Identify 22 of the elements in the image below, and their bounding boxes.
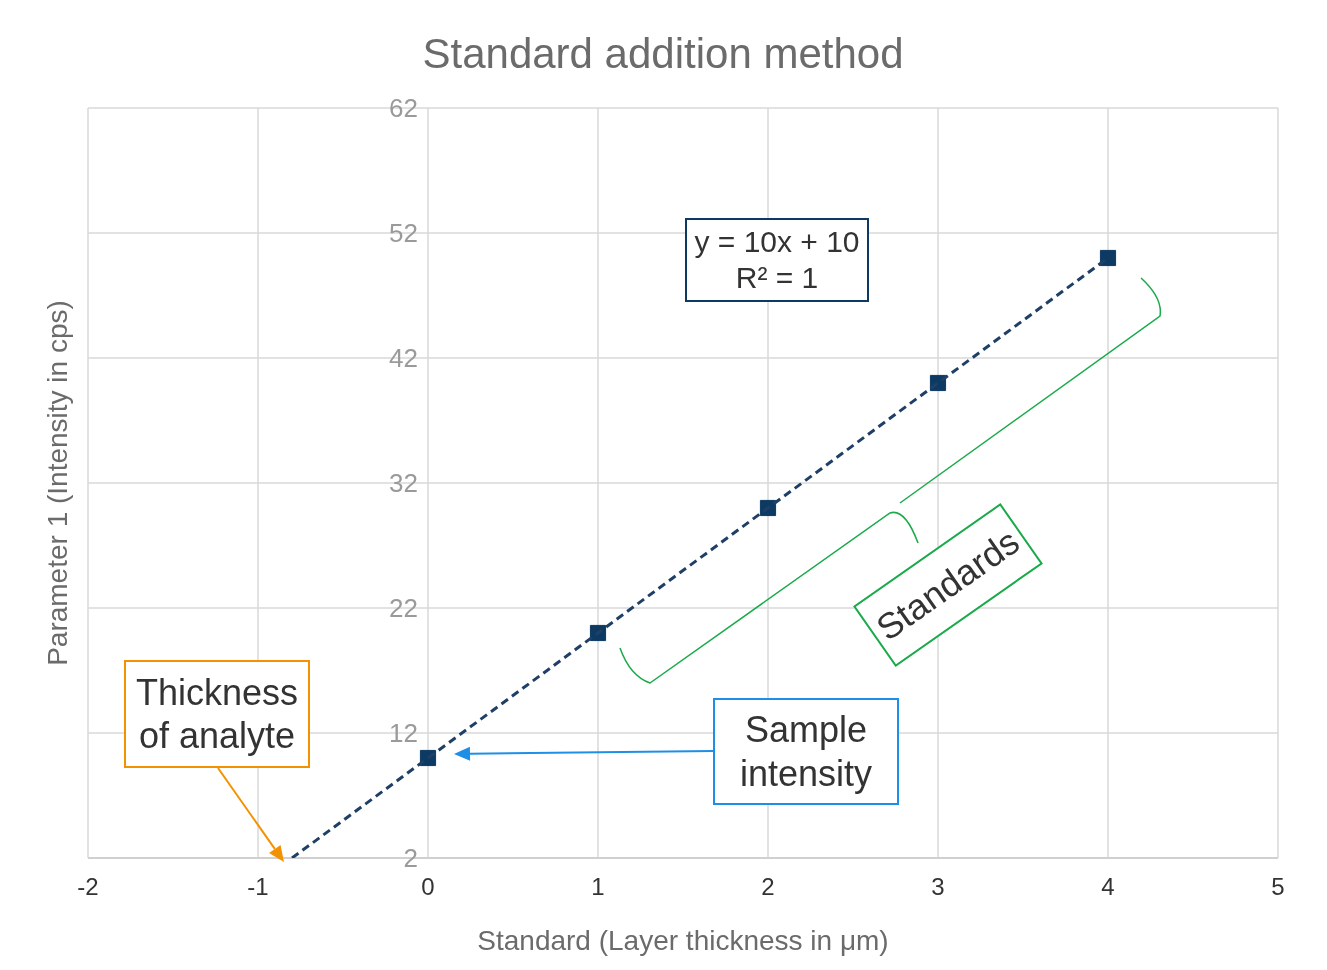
x-tick-label: 3 (931, 873, 945, 901)
y-tick-label: 32 (389, 468, 418, 498)
x-tick-label: 4 (1101, 873, 1115, 901)
annotation: Sample intensity (738, 708, 874, 795)
point (1099, 249, 1117, 267)
annotation: y = 10x + 10 R² = 1 (694, 224, 860, 296)
y-tick-label: 42 (389, 343, 418, 373)
y-tick-label: 52 (389, 218, 418, 248)
chart-title: Standard addition method (421, 30, 905, 78)
x-tick-label: 5 (1271, 873, 1285, 901)
x-tick-label: 1 (591, 873, 605, 901)
y-axis-title: Parameter 1 (Intensity in cps) (42, 300, 74, 666)
x-tick-label: 2 (761, 873, 775, 901)
y-tick-label: 12 (389, 718, 418, 748)
x-axis-title: Standard (Layer thickness in μm) (477, 925, 889, 956)
x-tick-label: 0 (421, 873, 435, 901)
x-tick-label: -1 (247, 873, 269, 901)
annotation: Thickness of analyte (134, 670, 300, 758)
y-tick-label: 62 (389, 93, 418, 123)
x-tick-label: -2 (77, 873, 99, 901)
y-tick-label: 2 (403, 843, 418, 873)
y-tick-label: 22 (389, 593, 418, 623)
